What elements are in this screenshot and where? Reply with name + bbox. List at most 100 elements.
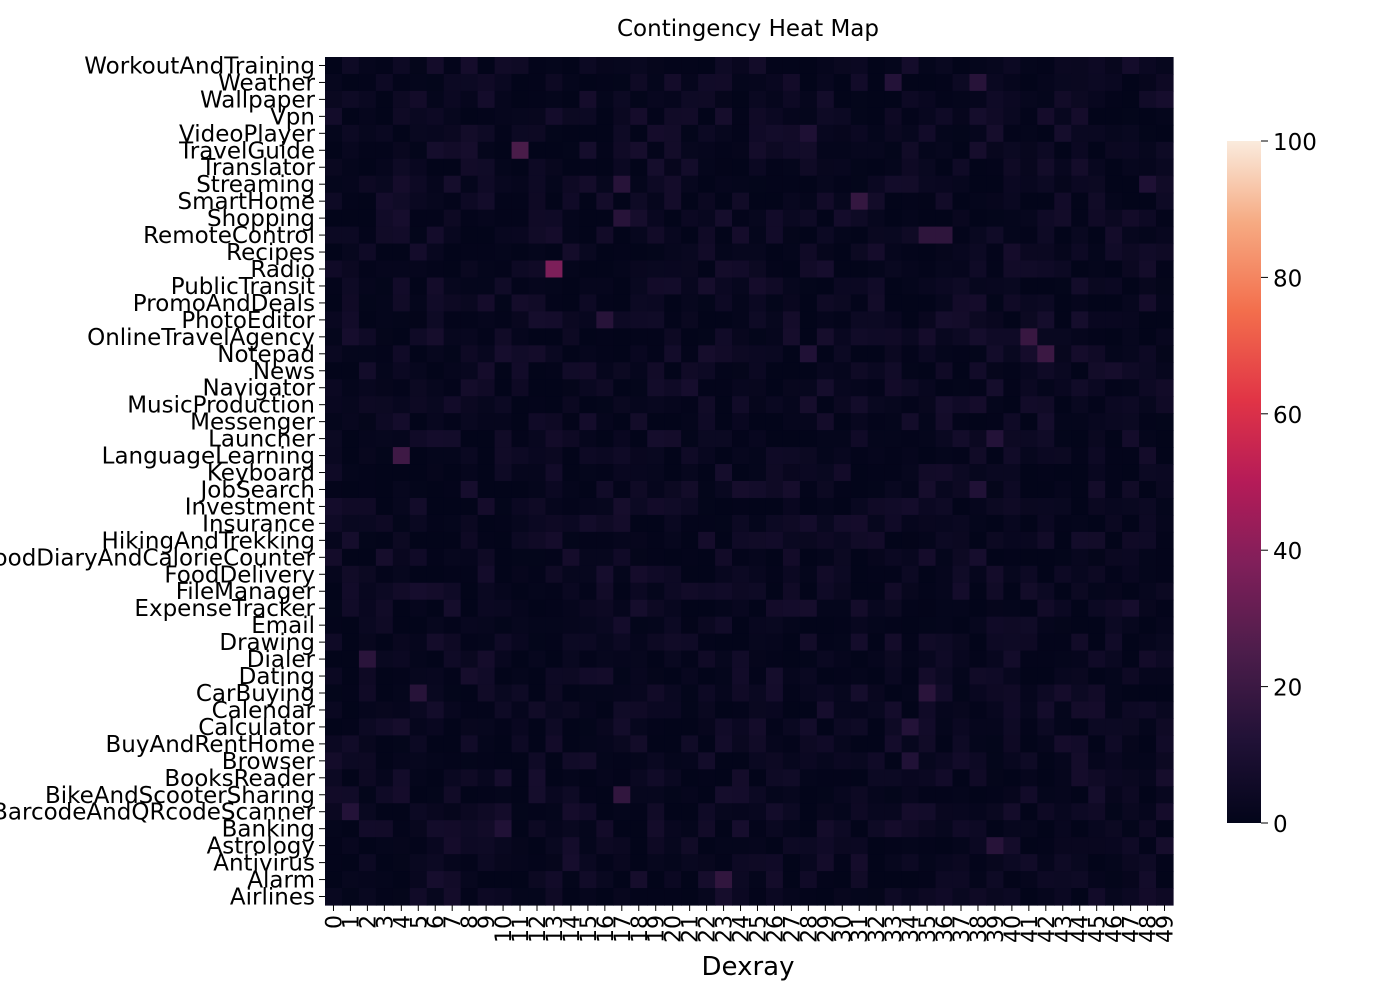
heatmap-cell [901, 345, 920, 363]
heatmap-cell [918, 192, 937, 211]
heatmap-cell [325, 769, 343, 787]
x-tick-label: 47 [1120, 915, 1145, 943]
heatmap-cell [698, 718, 716, 736]
heatmap-cell [1071, 209, 1089, 228]
heatmap-cell [409, 667, 428, 686]
heatmap-cell [647, 379, 665, 397]
heatmap-cell [935, 582, 954, 601]
heatmap-cell [325, 447, 343, 465]
heatmap-cell [426, 599, 445, 618]
heatmap-cell [901, 837, 920, 855]
heatmap-cell [325, 497, 343, 516]
heatmap-cell [426, 311, 445, 329]
heatmap-cell [901, 633, 920, 652]
heatmap-cell [833, 481, 852, 499]
heatmap-cell [969, 633, 988, 652]
heatmap-cell [630, 158, 648, 177]
heatmap-cell [596, 175, 614, 194]
heatmap-cell [715, 260, 733, 279]
heatmap-cell [1122, 430, 1140, 448]
heatmap-cell [1122, 362, 1140, 380]
heatmap-cell [1037, 311, 1055, 329]
heatmap-cell [1156, 107, 1174, 126]
heatmap-cell [341, 837, 360, 855]
heatmap-cell [426, 396, 445, 414]
heatmap-cell [765, 73, 784, 92]
heatmap-cell [375, 871, 394, 889]
heatmap-cell [952, 175, 971, 194]
heatmap-cell [409, 565, 428, 584]
heatmap-cell [1071, 379, 1089, 397]
heatmap-cell [630, 141, 648, 160]
heatmap-cell [1054, 226, 1072, 245]
heatmap-cell [749, 107, 767, 126]
heatmap-cell [613, 786, 631, 804]
heatmap-cell [358, 260, 377, 279]
y-tick-label: News [253, 359, 315, 385]
heatmap-cell [460, 328, 479, 346]
heatmap-cell [579, 735, 597, 753]
heatmap-cell [1122, 616, 1140, 635]
heatmap-cell [681, 633, 699, 652]
heatmap-cell [341, 311, 360, 329]
heatmap-cell [494, 90, 513, 109]
heatmap-cell [816, 430, 835, 448]
heatmap-cell [1003, 633, 1021, 652]
heatmap-cell [901, 667, 920, 686]
heatmap-cell [1054, 57, 1072, 75]
heatmap-cell [1037, 854, 1055, 872]
heatmap-cell [562, 701, 580, 720]
heatmap-cell [698, 548, 716, 567]
heatmap-cell [1088, 752, 1106, 770]
heatmap-cell [749, 362, 767, 380]
heatmap-cell [664, 803, 682, 821]
heatmap-cell [375, 599, 394, 618]
heatmap-cell [681, 531, 699, 550]
heatmap-cell [325, 192, 343, 211]
heatmap-cell [732, 277, 750, 296]
heatmap-cell [1139, 582, 1157, 601]
heatmap-cell [630, 379, 648, 397]
heatmap-cell [698, 464, 716, 482]
heatmap-cell [850, 786, 869, 804]
heatmap-cell [698, 582, 716, 601]
heatmap-cell [782, 209, 801, 228]
heatmap-cell [392, 243, 411, 262]
heatmap-cell [1037, 718, 1055, 736]
heatmap-cell [1105, 107, 1123, 126]
heatmap-cell [1088, 311, 1106, 329]
x-tick-label: 20 [662, 915, 687, 943]
heatmap-cell [664, 684, 682, 703]
heatmap-cell [799, 158, 818, 177]
heatmap-cell [765, 481, 784, 499]
heatmap-cell [1020, 294, 1038, 312]
heatmap-cell [1122, 633, 1140, 652]
heatmap-cell [1071, 820, 1089, 838]
heatmap-cell [596, 345, 614, 363]
heatmap-cell [1139, 735, 1157, 753]
heatmap-cell [545, 684, 564, 703]
heatmap-cell [596, 311, 614, 329]
heatmap-cell [867, 633, 886, 652]
heatmap-cell [715, 718, 733, 736]
heatmap-cell [749, 226, 767, 245]
heatmap-cell [952, 413, 971, 431]
heatmap-cell [1020, 464, 1038, 482]
heatmap-cell [935, 735, 954, 753]
heatmap-cell [1020, 871, 1038, 889]
heatmap-cell [816, 379, 835, 397]
heatmap-cell [1105, 481, 1123, 499]
heatmap-cell [681, 294, 699, 312]
heatmap-cell [375, 311, 394, 329]
heatmap-cell [816, 684, 835, 703]
heatmap-cell [545, 820, 564, 838]
heatmap-cell [375, 277, 394, 296]
heatmap-cell [460, 497, 479, 516]
heatmap-cell [409, 752, 428, 770]
heatmap-cell [918, 226, 937, 245]
heatmap-cell [545, 481, 564, 499]
heatmap-cell [647, 328, 665, 346]
heatmap-cell [426, 582, 445, 601]
heatmap-cell [867, 57, 886, 75]
heatmap-cell [1037, 803, 1055, 821]
